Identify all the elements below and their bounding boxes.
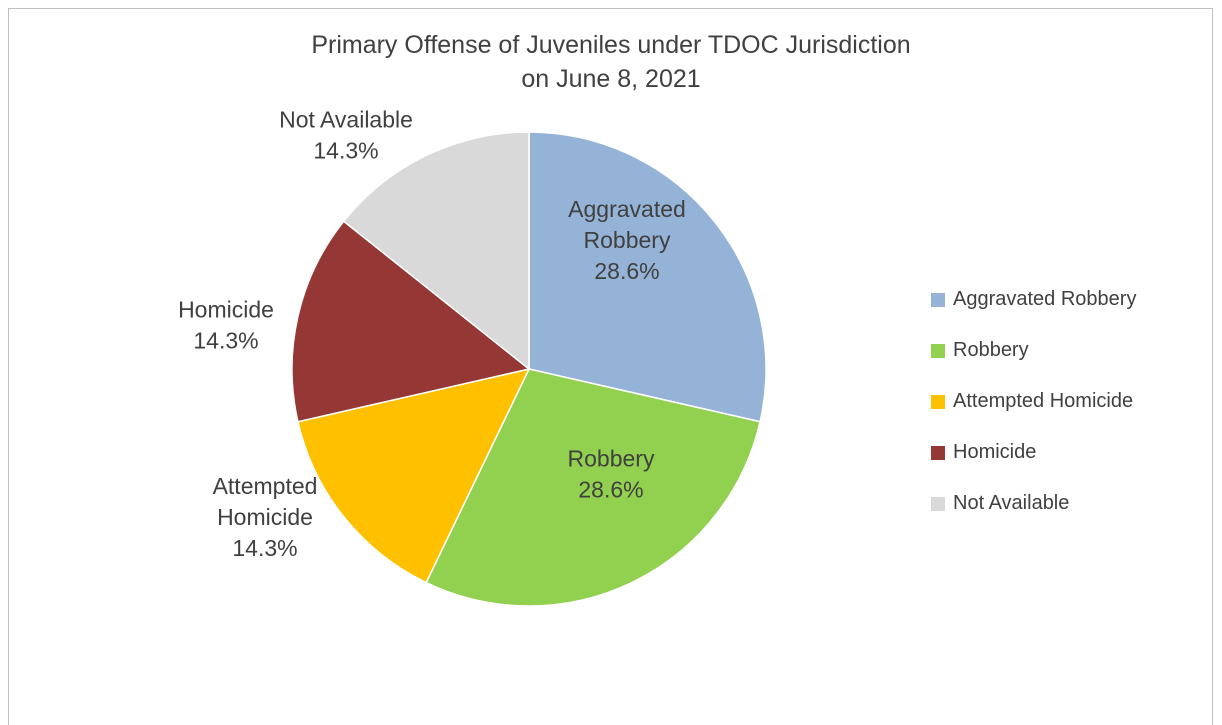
legend-label: Robbery [953, 339, 1029, 361]
pie-slices [291, 131, 767, 607]
pie-labels: Aggravated Robbery 28.6% Robbery 28.6% Attemp… [178, 107, 686, 562]
legend-label: Homicide [953, 441, 1037, 463]
pie-slice-not-available [342, 131, 530, 371]
legend-item-not-available: Not Available [931, 478, 1136, 529]
data-label-not-available: Not Available 14.3% [279, 107, 413, 164]
legend-swatch [931, 496, 945, 511]
legend-item-aggravated-robbery: Aggravated Robbery [931, 274, 1136, 325]
legend-label: Not Available [953, 492, 1070, 514]
legend-label: Aggravated Robbery [953, 288, 1137, 310]
legend-swatch [931, 394, 945, 409]
legend-item-homicide: Homicide [931, 427, 1136, 478]
data-label-robbery: Robbery 28.6% [568, 446, 655, 503]
data-label-attempted-homicide: Attempted Homicide 14.3% [213, 473, 318, 561]
pie-slice-homicide [291, 220, 531, 423]
legend-item-attempted-homicide: Attempted Homicide [931, 376, 1136, 427]
legend-label: Attempted Homicide [953, 390, 1134, 412]
chart-title: Primary Offense of Juveniles under TDOC … [311, 31, 911, 59]
chart-subtitle: on June 8, 2021 [521, 65, 701, 93]
pie-slice-robbery [425, 368, 761, 607]
legend-swatch [931, 292, 945, 307]
data-label-homicide: Homicide 14.3% [178, 297, 274, 354]
chart-legend: Aggravated Robbery Robbery Attempted Homic… [931, 274, 1136, 529]
legend-swatch [931, 343, 945, 358]
data-label-aggravated-robbery: Aggravated Robbery 28.6% [568, 196, 686, 284]
legend-swatch [931, 445, 945, 460]
pie-slice-attempted-homicide [297, 367, 531, 584]
legend-item-robbery: Robbery [931, 325, 1136, 376]
pie-slice-aggravated-robbery [528, 131, 767, 423]
